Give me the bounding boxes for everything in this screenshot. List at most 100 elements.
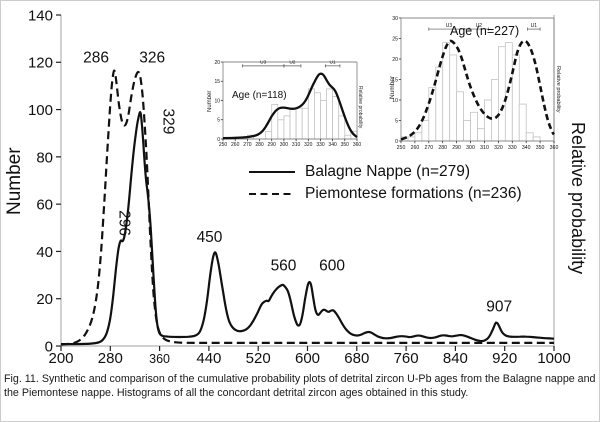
inset2-right-axis-label: Relative probability bbox=[555, 65, 561, 113]
unit-label: U3 bbox=[446, 23, 453, 29]
histogram-bar bbox=[307, 88, 315, 140]
x-tick-label: 330 bbox=[508, 145, 517, 151]
x-tick-label: 320 bbox=[304, 142, 313, 148]
histogram-bar bbox=[477, 128, 485, 142]
curve-dashed bbox=[60, 69, 554, 346]
y-tick-label: 20 bbox=[36, 291, 53, 308]
x-tick-label: 260 bbox=[411, 145, 420, 151]
x-tick-label: 330 bbox=[316, 142, 325, 148]
peak-age-label: 286 bbox=[83, 49, 109, 66]
histogram-bar bbox=[511, 54, 520, 142]
peak-age-label: 450 bbox=[197, 229, 223, 246]
main-right-axis-label: Relative probability bbox=[568, 121, 588, 275]
curve-dashed bbox=[400, 39, 555, 141]
y-tick-label: 0 bbox=[217, 137, 220, 143]
histogram-bar bbox=[525, 132, 534, 142]
histogram-bar bbox=[314, 92, 321, 140]
unit-label: U2 bbox=[289, 60, 295, 66]
inset2-y-axis-label: Number bbox=[389, 75, 396, 99]
y-tick-label: 80 bbox=[36, 149, 53, 166]
peak-age-label: 326 bbox=[139, 49, 165, 66]
figure-caption: Fig. 11. Synthetic and comparison of the… bbox=[4, 373, 596, 400]
y-tick-label: 25 bbox=[392, 36, 398, 42]
x-tick-label: 520 bbox=[246, 350, 271, 367]
x-tick-label: 840 bbox=[443, 350, 468, 367]
y-tick-label: 0 bbox=[45, 338, 53, 355]
legend-dashed-line-icon bbox=[249, 192, 295, 196]
histogram-bar bbox=[301, 107, 309, 140]
histogram-bar bbox=[449, 54, 458, 142]
histogram-bar bbox=[265, 130, 273, 140]
x-tick-label: 300 bbox=[466, 145, 475, 151]
inset1-y-axis-label: Number bbox=[207, 90, 213, 112]
y-tick-label: 0 bbox=[395, 139, 398, 145]
peak-age-label: 600 bbox=[319, 257, 345, 274]
inset2-age-label: Age (n=227) bbox=[450, 24, 520, 38]
histogram-bar bbox=[320, 100, 327, 140]
histogram-bar bbox=[326, 88, 333, 140]
legend-item-piemontese: Piemontese formations (n=236) bbox=[249, 183, 522, 205]
x-tick-label: 310 bbox=[292, 142, 301, 148]
curve-solid bbox=[60, 111, 555, 346]
histogram-bar bbox=[456, 91, 464, 142]
histogram-bar bbox=[421, 120, 430, 142]
y-tick-label: 10 bbox=[392, 98, 398, 104]
x-tick-label: 350 bbox=[536, 145, 545, 151]
histogram-bar bbox=[498, 46, 506, 142]
y-tick-label: 30 bbox=[392, 16, 398, 22]
peak-age-label: 296 bbox=[116, 210, 133, 236]
x-tick-label: 270 bbox=[243, 142, 252, 148]
histogram-bar bbox=[491, 79, 499, 142]
legend-item-balagne: Balagne Nappe (n=279) bbox=[249, 161, 522, 183]
histogram-bar bbox=[414, 132, 423, 142]
histogram-bar bbox=[295, 107, 303, 140]
x-tick-label: 440 bbox=[196, 350, 221, 367]
y-tick-label: 10 bbox=[214, 98, 220, 104]
unit-label: U1 bbox=[531, 23, 538, 29]
unit-label: U1 bbox=[330, 60, 336, 66]
x-tick-label: 350 bbox=[341, 142, 350, 148]
histogram-bar bbox=[338, 115, 346, 140]
peak-age-label: 329 bbox=[159, 108, 176, 134]
y-tick-label: 20 bbox=[392, 57, 398, 63]
curve-solid bbox=[222, 72, 358, 140]
inset1-age-label: Age (n=118) bbox=[232, 90, 287, 101]
inset1-right-axis-label: Relative probability bbox=[357, 85, 363, 129]
histogram-bar bbox=[518, 103, 527, 142]
histogram-bar bbox=[407, 136, 416, 142]
x-tick-label: 290 bbox=[268, 142, 277, 148]
peak-age-label: 560 bbox=[271, 257, 297, 274]
histogram-bar bbox=[428, 87, 437, 142]
x-tick-label: 320 bbox=[494, 145, 503, 151]
y-tick-label: 5 bbox=[217, 118, 220, 124]
x-tick-label: 280 bbox=[255, 142, 264, 148]
main-chart: 200 280 360 440 520 600 680 760 840 920 1000020406… bbox=[28, 7, 571, 367]
histogram-bar bbox=[332, 96, 340, 140]
histogram-bar bbox=[344, 134, 352, 140]
inset-histogram-balagne: 250 260 270 280 290 300 310 320 330 340 350 360 0 5 10… bbox=[214, 60, 361, 148]
x-tick-label: 600 bbox=[295, 350, 320, 367]
main-y-axis-label: Number bbox=[4, 147, 25, 215]
x-tick-label: 280 bbox=[438, 145, 447, 151]
x-tick-label: 310 bbox=[480, 145, 489, 151]
x-tick-label: 340 bbox=[522, 145, 531, 151]
x-tick-label: 250 bbox=[219, 142, 228, 148]
x-tick-label: 920 bbox=[492, 350, 517, 367]
x-tick-label: 760 bbox=[394, 350, 419, 367]
x-tick-label: 290 bbox=[452, 145, 461, 151]
histogram-bar bbox=[442, 42, 451, 142]
histogram-bar bbox=[484, 99, 492, 142]
histogram-bar bbox=[463, 120, 471, 142]
x-tick-label: 340 bbox=[328, 142, 337, 148]
histogram-bar bbox=[277, 119, 285, 140]
x-tick-label: 360 bbox=[550, 145, 559, 151]
y-tick-label: 120 bbox=[28, 55, 53, 72]
y-tick-label: 15 bbox=[214, 79, 220, 85]
x-tick-label: 270 bbox=[424, 145, 433, 151]
y-tick-label: 5 bbox=[395, 118, 398, 124]
x-tick-label: 680 bbox=[344, 350, 369, 367]
y-tick-label: 100 bbox=[28, 102, 53, 119]
y-tick-label: 40 bbox=[36, 244, 53, 261]
legend-label-balagne: Balagne Nappe (n=279) bbox=[305, 163, 471, 180]
